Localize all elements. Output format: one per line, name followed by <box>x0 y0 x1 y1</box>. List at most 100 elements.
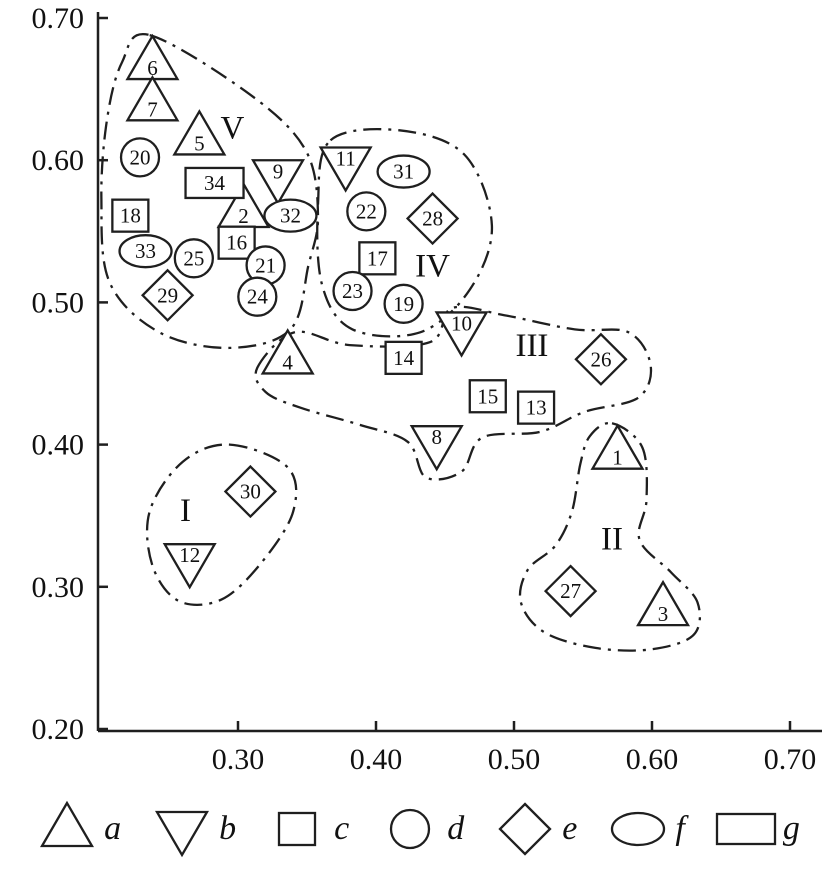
legend-item-e: e <box>492 800 577 858</box>
legend: a b c d e f g <box>0 789 834 869</box>
cluster-outline-V <box>100 32 320 350</box>
legend-label: g <box>782 810 800 847</box>
marker-9-triangle-down: 9 <box>251 159 306 206</box>
legend-label: e <box>562 810 578 847</box>
marker-7-triangle-up: 7 <box>125 75 180 122</box>
marker-number: 21 <box>255 253 276 277</box>
legend-item-b: b <box>149 800 236 858</box>
marker-number: 13 <box>526 396 547 420</box>
legend-label: b <box>219 810 237 847</box>
marker-number: 19 <box>393 292 414 316</box>
marker-34-rectangle: 34 <box>184 166 245 200</box>
marker-3-triangle-up: 3 <box>636 579 691 627</box>
marker-5-triangle-up: 5 <box>172 109 227 156</box>
marker-number: 14 <box>393 346 415 370</box>
marker-number: 5 <box>194 131 205 155</box>
cluster-label-V: V <box>221 110 245 146</box>
marker-number: 1 <box>612 446 623 470</box>
marker-number: 4 <box>282 350 293 374</box>
marker-number: 29 <box>157 283 178 307</box>
marker-number: 3 <box>658 602 669 626</box>
y-tick-label: 0.50 <box>32 286 85 319</box>
marker-number: 8 <box>431 425 442 449</box>
marker-19-circle: 19 <box>383 283 424 324</box>
legend-item-d: d <box>377 800 464 858</box>
axes: 0.30 0.40 0.50 0.60 0.70 0.20 0.30 0.40 0.50 0.60… <box>32 2 822 776</box>
marker-33-ellipse: 33 <box>118 234 173 269</box>
marker-25-circle: 25 <box>173 238 214 279</box>
marker-1-triangle-up: 1 <box>590 423 645 470</box>
marker-number: 10 <box>451 311 472 335</box>
marker-21-circle: 21 <box>245 245 286 286</box>
marker-number: 28 <box>422 207 443 231</box>
marker-number: 33 <box>135 239 156 263</box>
marker-10-triangle-down: 10 <box>434 311 489 358</box>
cluster-outline-III <box>254 305 653 481</box>
marker-18-square: 18 <box>111 198 150 233</box>
marker-number: 15 <box>477 384 498 408</box>
cluster-outline-I <box>145 443 298 606</box>
marker-16-square: 16 <box>217 225 256 260</box>
marker-12-triangle-down: 12 <box>162 543 217 590</box>
marker-number: 34 <box>204 171 226 195</box>
y-tick-label: 0.30 <box>32 571 85 604</box>
marker-number: 23 <box>342 279 363 303</box>
scatter-plot: 0.30 0.40 0.50 0.60 0.70 0.20 0.30 0.40 0.50 0.60… <box>32 2 822 776</box>
marker-number: 20 <box>130 145 151 169</box>
legend-label: d <box>447 810 465 847</box>
legend-label: f <box>675 810 685 847</box>
marker-15-square: 15 <box>468 379 507 414</box>
marker-23-circle: 23 <box>332 270 373 312</box>
legend-item-g: g <box>713 800 800 858</box>
x-tick-label: 0.70 <box>764 743 817 776</box>
marker-20-circle: 20 <box>119 137 161 178</box>
marker-4-triangle-up: 4 <box>260 328 315 375</box>
marker-number: 26 <box>590 347 611 371</box>
cluster-label-II: II <box>601 521 623 557</box>
y-tick-label: 0.70 <box>32 2 85 35</box>
marker-number: 31 <box>393 160 414 184</box>
y-tick-label: 0.40 <box>32 429 85 462</box>
legend-item-a: a <box>34 800 121 858</box>
triangle-down-icon <box>155 810 210 858</box>
legend-label: a <box>104 810 122 847</box>
marker-29-diamond: 29 <box>140 268 195 322</box>
cluster-outline-II <box>518 421 702 652</box>
legend-item-f: f <box>605 800 685 858</box>
marker-number: 24 <box>247 285 269 309</box>
marker-number: 11 <box>336 146 356 170</box>
marker-number: 30 <box>240 480 261 504</box>
marker-number: 17 <box>367 246 388 270</box>
x-tick-label: 0.50 <box>488 743 541 776</box>
marker-8-triangle-down: 8 <box>409 425 464 472</box>
marker-32-ellipse: 32 <box>263 198 318 233</box>
circle-icon <box>390 808 431 850</box>
cluster-label-IV: IV <box>415 248 450 284</box>
triangle-up-icon <box>40 800 95 848</box>
marker-26-diamond: 26 <box>574 332 628 386</box>
marker-27-diamond: 27 <box>543 564 598 618</box>
x-tick-label: 0.60 <box>626 743 679 776</box>
marker-13-square: 13 <box>516 390 556 425</box>
marker-30-diamond: 30 <box>223 464 278 519</box>
marker-number: 18 <box>120 204 141 228</box>
legend-label: c <box>334 810 350 847</box>
ellipse-icon <box>611 811 666 847</box>
marker-number: 2 <box>238 204 249 228</box>
marker-number: 9 <box>273 159 284 183</box>
marker-31-ellipse: 31 <box>376 154 431 189</box>
marker-24-circle: 24 <box>237 276 278 317</box>
marker-17-square: 17 <box>358 241 397 276</box>
marker-6-triangle-up: 6 <box>125 33 180 81</box>
rectangle-icon <box>715 812 776 846</box>
diamond-icon <box>498 802 552 856</box>
cluster-label-I: I <box>180 493 191 529</box>
marker-number: 27 <box>560 579 581 603</box>
marker-number: 7 <box>147 97 158 121</box>
marker-number: 22 <box>356 199 377 223</box>
x-tick-label: 0.30 <box>212 743 265 776</box>
marker-22-circle: 22 <box>346 191 387 232</box>
x-tick-label: 0.40 <box>350 743 403 776</box>
marker-number: 32 <box>280 204 301 228</box>
